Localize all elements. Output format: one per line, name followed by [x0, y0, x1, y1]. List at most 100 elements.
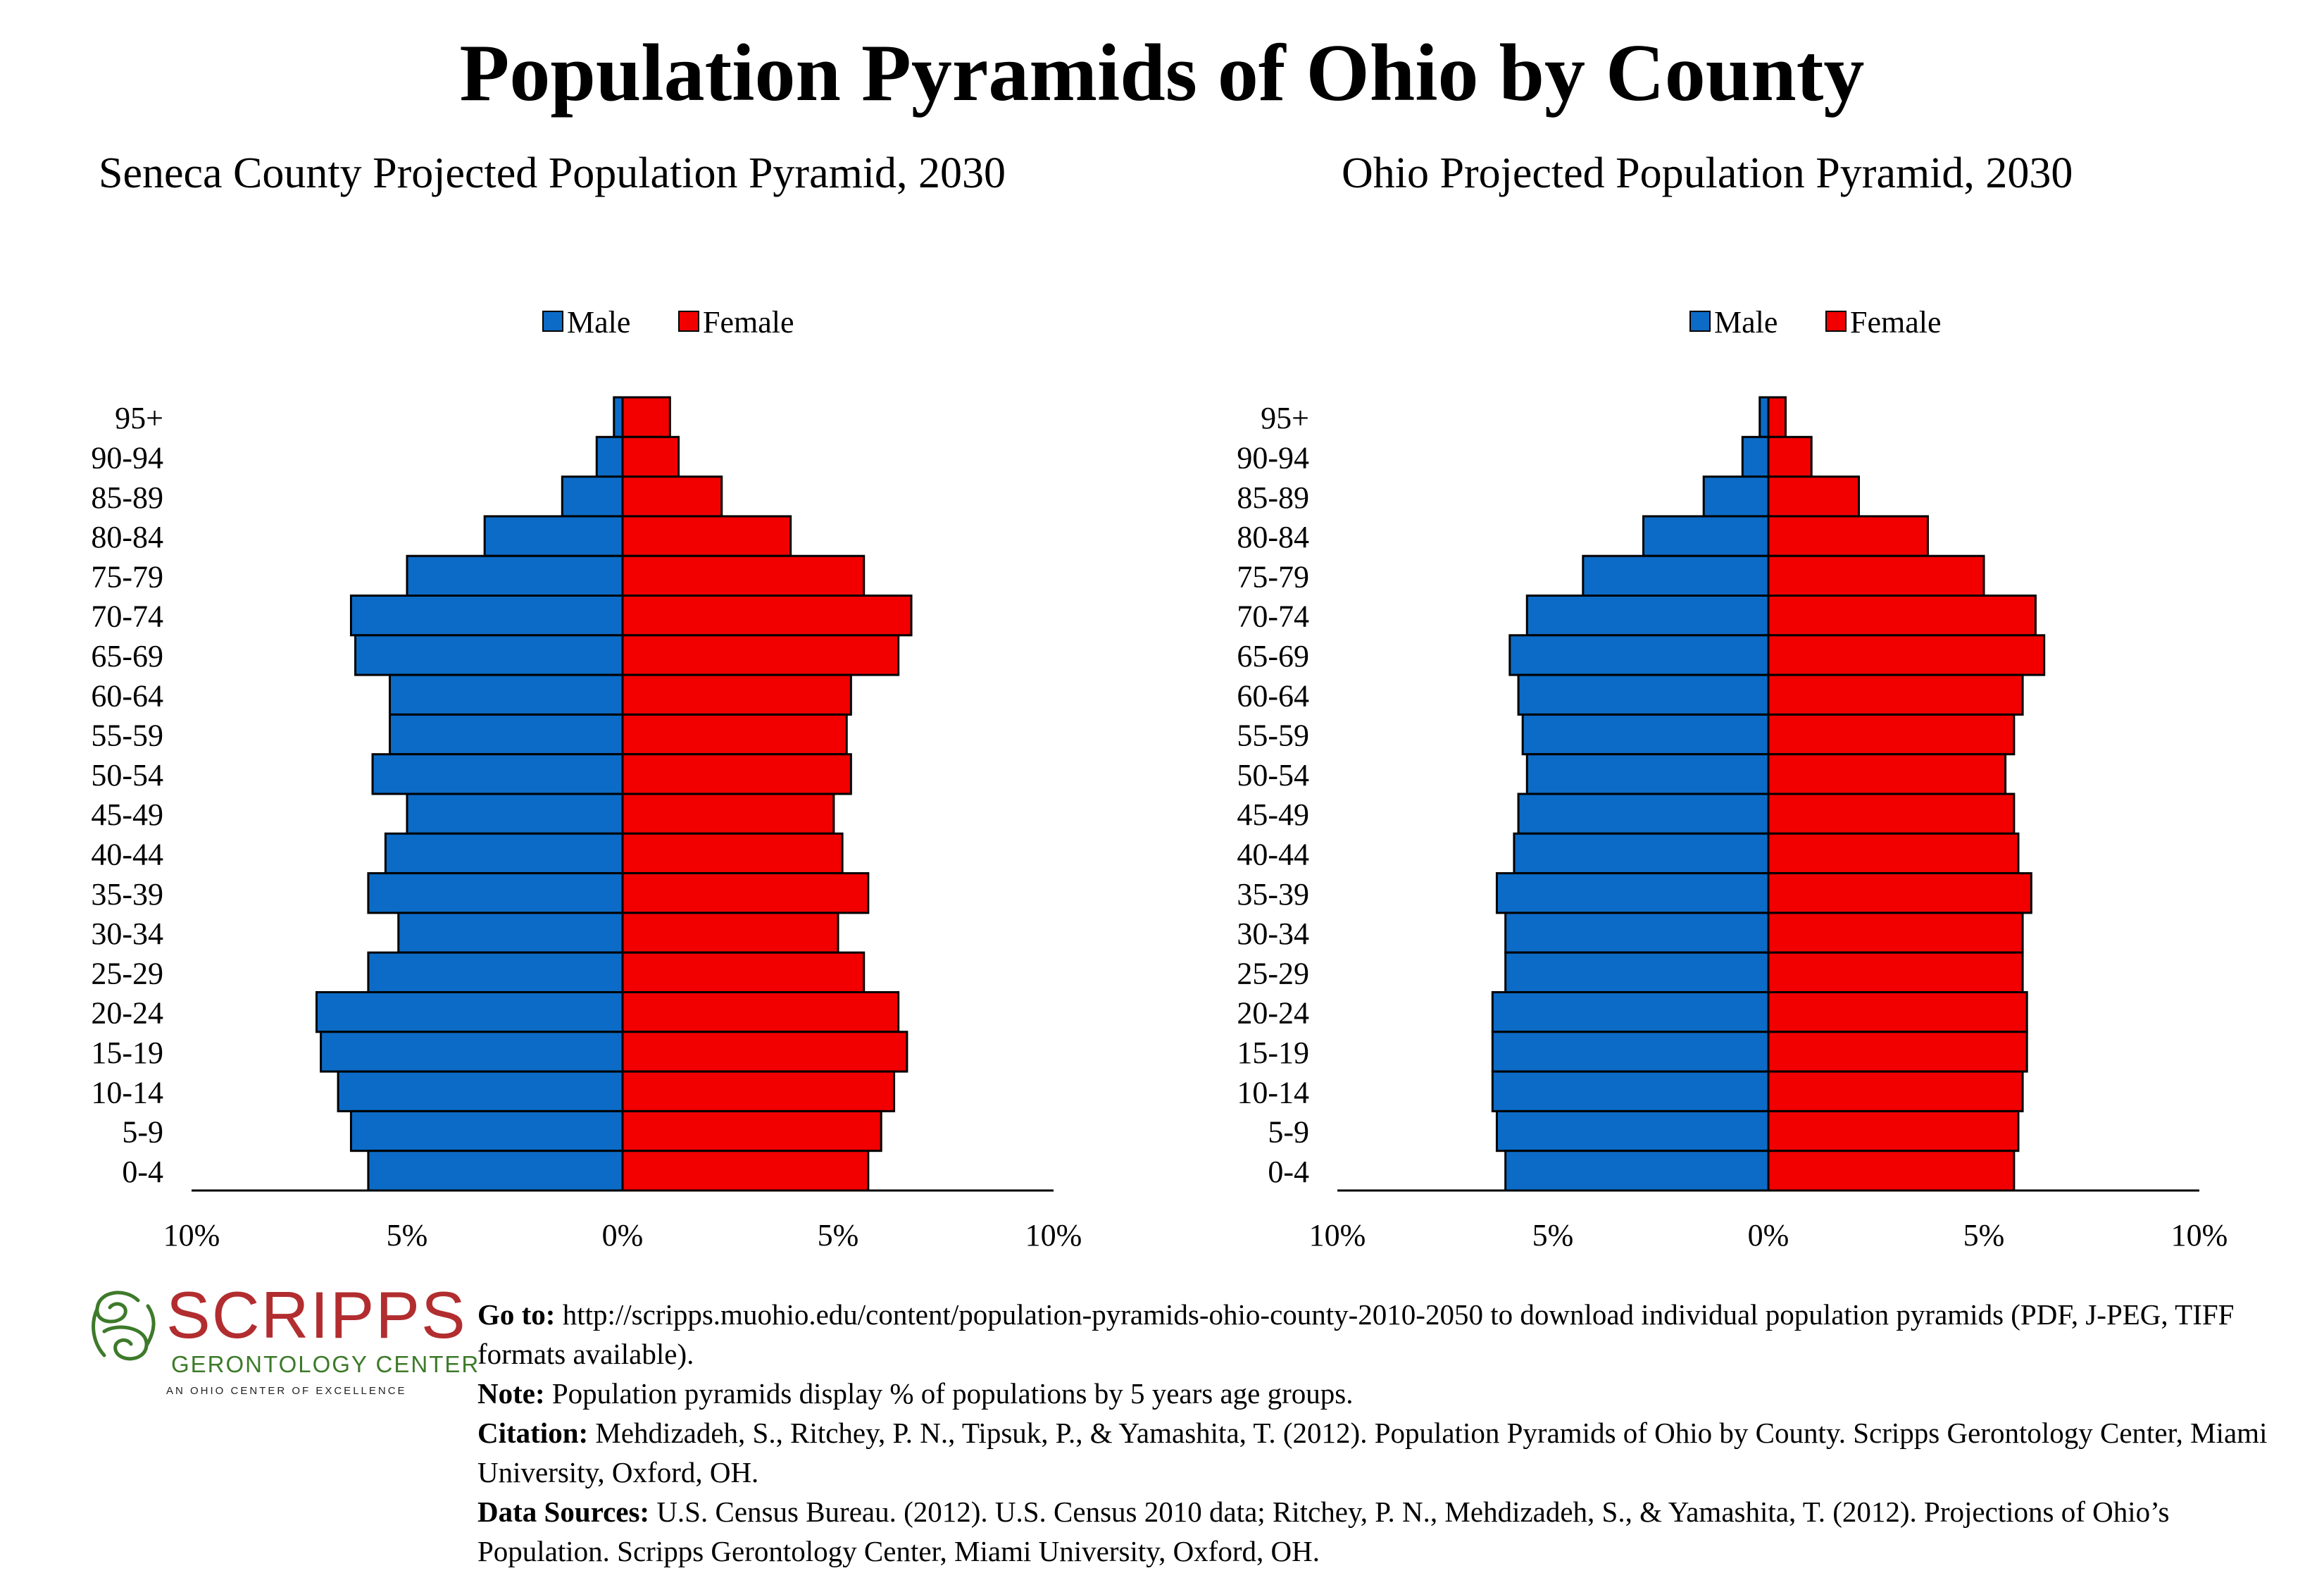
bar-female-55-59 [1767, 713, 2016, 756]
bar-female-75-79 [1767, 554, 1985, 597]
age-label-5-9: 5-9 [1268, 1115, 1309, 1150]
bar-male-15-19 [1491, 1031, 1770, 1073]
page-title: Population Pyramids of Ohio by County [459, 28, 1865, 118]
bar-male-50-54 [1525, 753, 1770, 795]
logo-name: SCRIPPS [166, 1278, 467, 1352]
bar-male-65-69 [354, 634, 624, 676]
logo-tagline: AN OHIO CENTER OF EXCELLENCE [166, 1385, 407, 1397]
age-label-30-34: 30-34 [91, 916, 163, 951]
age-label-60-64: 60-64 [1237, 678, 1309, 713]
bar-male-95+ [1758, 396, 1770, 438]
bar-female-60-64 [1767, 673, 2024, 716]
bar-female-95+ [1767, 396, 1787, 438]
bar-female-80-84 [621, 515, 792, 557]
bar-male-35-39 [367, 872, 624, 914]
bar-male-60-64 [1517, 673, 1770, 716]
age-label-0-4: 0-4 [122, 1155, 163, 1189]
bar-female-30-34 [621, 912, 839, 954]
age-label-30-34: 30-34 [1237, 916, 1309, 951]
bar-female-45-49 [1767, 792, 2016, 835]
bar-male-10-14 [1491, 1070, 1770, 1112]
age-label-15-19: 15-19 [1237, 1036, 1309, 1070]
age-label-45-49: 45-49 [1237, 797, 1309, 832]
age-label-80-84: 80-84 [91, 520, 163, 554]
age-label-25-29: 25-29 [91, 956, 163, 990]
bar-female-20-24 [621, 991, 900, 1033]
sources-text: U.S. Census Bureau. (2012). U.S. Census … [477, 1496, 2170, 1567]
sources-note: Data Sources: U.S. Census Bureau. (2012)… [477, 1492, 2309, 1571]
bar-female-85-89 [1767, 476, 1861, 518]
age-label-0-4: 0-4 [1268, 1155, 1309, 1189]
age-label-60-64: 60-64 [91, 678, 163, 713]
bar-female-60-64 [621, 673, 852, 716]
legend-label-female: Female [703, 305, 794, 340]
age-label-35-39: 35-39 [91, 877, 163, 912]
bar-female-65-69 [1767, 634, 2046, 676]
seneca-pyramid-chart: Male Female 95+ 90-94 85-89 80-84 75-79 70-74 65… [91, 305, 1082, 1253]
bar-female-5-9 [1767, 1110, 2020, 1152]
logo-subtitle: GERONTOLOGY CENTER [171, 1351, 480, 1377]
bar-female-35-39 [1767, 872, 2032, 914]
age-label-70-74: 70-74 [1237, 599, 1309, 634]
age-label-40-44: 40-44 [91, 837, 163, 871]
x-tick-label: 10% [2171, 1218, 2228, 1253]
x-tick-label: 10% [1025, 1218, 1082, 1253]
age-label-50-54: 50-54 [1237, 758, 1309, 792]
bar-male-65-69 [1508, 634, 1770, 676]
bar-male-55-59 [1521, 713, 1770, 756]
age-label-20-24: 20-24 [1237, 996, 1309, 1031]
sources-label: Data Sources: [477, 1496, 650, 1528]
x-tick-label: 5% [387, 1218, 428, 1253]
x-tick-label: 5% [818, 1218, 859, 1253]
bar-female-90-94 [621, 435, 680, 478]
age-label-10-14: 10-14 [91, 1075, 163, 1110]
legend-swatch-male [1689, 311, 1711, 332]
scripps-logo: SCRIPPS GERONTOLOGY CENTER AN OHIO CENTE… [83, 1278, 480, 1409]
chart-legend: Male Female [542, 305, 794, 340]
bar-female-0-4 [621, 1150, 870, 1192]
age-label-95+: 95+ [1261, 401, 1309, 435]
age-label-85-89: 85-89 [91, 480, 163, 515]
bar-male-40-44 [1513, 832, 1770, 875]
bar-male-5-9 [1495, 1110, 1770, 1152]
bar-female-30-34 [1767, 912, 2024, 954]
goto-text: http://scripps.muohio.edu/content/popula… [477, 1298, 2235, 1370]
age-label-70-74: 70-74 [91, 599, 163, 634]
bar-male-20-24 [1491, 991, 1770, 1033]
bar-female-80-84 [1767, 515, 1929, 557]
age-label-20-24: 20-24 [91, 996, 163, 1031]
bar-male-85-89 [1702, 476, 1770, 518]
bar-male-75-79 [1582, 554, 1770, 597]
legend-swatch-female [678, 311, 699, 332]
note-label: Note: [477, 1377, 545, 1410]
bar-female-50-54 [1767, 753, 2007, 795]
age-label-55-59: 55-59 [91, 719, 163, 753]
age-label-45-49: 45-49 [91, 797, 163, 832]
age-label-85-89: 85-89 [1237, 480, 1309, 515]
bar-male-90-94 [595, 435, 624, 478]
age-label-90-94: 90-94 [1237, 440, 1309, 475]
legend-swatch-male [542, 311, 563, 332]
bar-female-15-19 [1767, 1031, 2028, 1073]
x-tick-label: 5% [1532, 1218, 1574, 1253]
goto-label: Go to: [477, 1298, 556, 1331]
age-label-55-59: 55-59 [1237, 719, 1309, 753]
bar-male-0-4 [367, 1150, 624, 1192]
bar-male-45-49 [1517, 792, 1770, 835]
citation-label: Citation: [477, 1417, 589, 1449]
bar-male-70-74 [1525, 595, 1770, 637]
age-label-40-44: 40-44 [1237, 837, 1309, 871]
bar-male-30-34 [1504, 912, 1770, 954]
x-tick-label: 10% [1309, 1218, 1366, 1253]
note-text: Population pyramids display % of populat… [544, 1377, 1354, 1410]
bar-female-10-14 [621, 1070, 896, 1112]
chart-legend: Male Female [1689, 305, 1942, 340]
citation-note: Citation: Mehdizadeh, S., Ritchey, P. N.… [477, 1413, 2309, 1492]
legend-label-male: Male [567, 305, 630, 340]
bar-female-10-14 [1767, 1070, 2024, 1112]
age-label-25-29: 25-29 [1237, 956, 1309, 990]
age-label-5-9: 5-9 [122, 1115, 163, 1150]
bar-female-40-44 [1767, 832, 2020, 875]
bar-female-65-69 [621, 634, 900, 676]
bar-female-85-89 [621, 476, 723, 518]
